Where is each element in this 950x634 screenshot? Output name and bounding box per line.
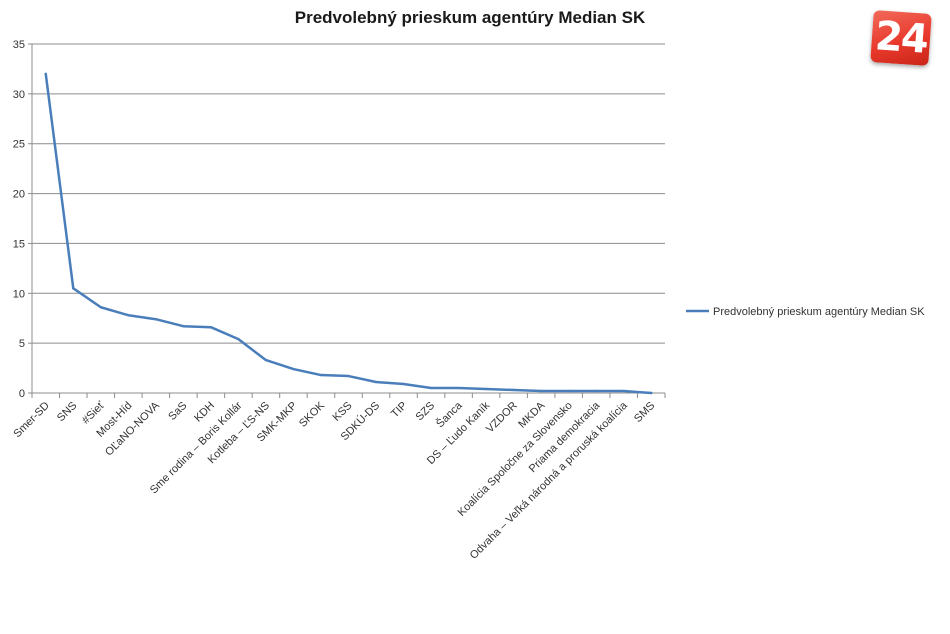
y-tick-label: 20 xyxy=(13,189,25,201)
legend-label: Predvolebný prieskum agentúry Median SK xyxy=(713,306,925,318)
data-point xyxy=(374,380,378,384)
y-tick-label: 10 xyxy=(13,288,25,300)
data-point xyxy=(182,324,185,328)
x-tick-label: Smer-SD xyxy=(11,400,52,441)
x-tick-label: KSS xyxy=(331,400,355,424)
data-point xyxy=(99,306,103,309)
data-point xyxy=(512,388,515,392)
data-point xyxy=(457,386,460,390)
site-logo-24: 24 xyxy=(870,10,932,66)
data-point xyxy=(429,386,433,390)
y-tick-label: 35 xyxy=(13,39,25,51)
y-tick-label: 30 xyxy=(13,89,25,101)
y-tick-label: 15 xyxy=(13,238,25,250)
data-point xyxy=(347,374,350,378)
y-tick-label: 5 xyxy=(19,338,25,350)
x-tick-label: TIP xyxy=(389,400,410,421)
y-tick-label: 0 xyxy=(19,388,25,400)
data-point xyxy=(650,391,653,395)
data-point xyxy=(44,72,47,76)
data-point xyxy=(539,389,543,393)
data-point xyxy=(402,382,405,386)
x-tick-label: VZDOR xyxy=(484,400,520,436)
y-axis: 0 5 10 15 20 25 30 35 xyxy=(13,39,33,400)
x-tick-label: SaS xyxy=(166,400,189,423)
data-point xyxy=(154,318,158,321)
data-point xyxy=(264,358,268,362)
legend: Predvolebný prieskum agentúry Median SK xyxy=(686,306,925,318)
data-point xyxy=(484,387,488,391)
data-point xyxy=(567,389,570,393)
series-line xyxy=(44,72,653,395)
data-point xyxy=(72,287,75,290)
data-point xyxy=(209,325,213,329)
x-tick-label: KDH xyxy=(192,400,217,425)
series-layer xyxy=(44,72,653,395)
data-point xyxy=(127,314,130,317)
y-tick-label: 25 xyxy=(13,139,25,151)
data-point xyxy=(594,389,598,393)
data-point xyxy=(292,367,295,371)
data-point xyxy=(237,337,240,341)
gridlines xyxy=(32,43,665,344)
chart-title: Predvolebný prieskum agentúry Median SK xyxy=(295,8,646,27)
x-tick-label: SMS xyxy=(632,400,657,425)
data-point xyxy=(319,373,323,377)
x-tick-label: SKOK xyxy=(297,399,328,430)
x-tick-label: SZS xyxy=(414,400,438,424)
data-point xyxy=(622,389,625,393)
x-tick-label: SNS xyxy=(55,400,79,424)
